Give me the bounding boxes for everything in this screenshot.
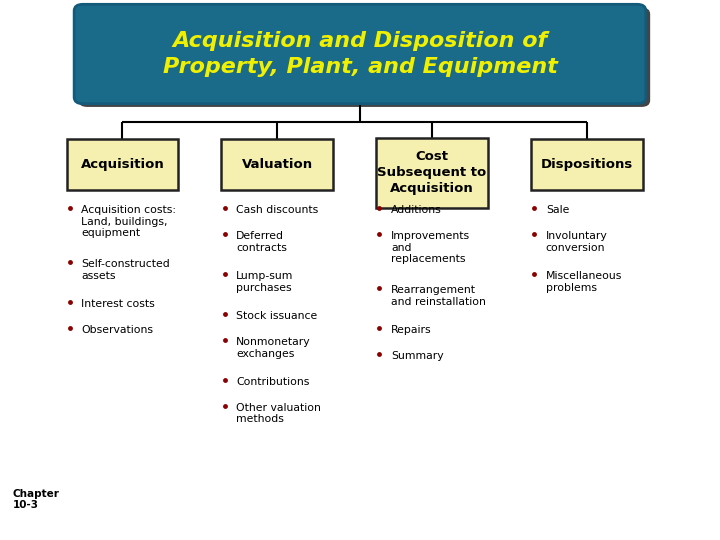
Text: Valuation: Valuation [242, 158, 312, 171]
Text: Cash discounts: Cash discounts [236, 205, 318, 215]
Text: Observations: Observations [81, 325, 153, 335]
Text: Chapter
10-3: Chapter 10-3 [13, 489, 60, 510]
Text: Interest costs: Interest costs [81, 299, 155, 309]
Text: Acquisition costs:
Land, buildings,
equipment: Acquisition costs: Land, buildings, equi… [81, 205, 176, 238]
Text: Acquisition and Disposition of
Property, Plant, and Equipment: Acquisition and Disposition of Property,… [163, 31, 557, 77]
FancyBboxPatch shape [78, 8, 650, 107]
FancyBboxPatch shape [67, 139, 179, 191]
Text: Rearrangement
and reinstallation: Rearrangement and reinstallation [391, 285, 486, 307]
Text: Self-constructed
assets: Self-constructed assets [81, 259, 170, 281]
FancyBboxPatch shape [74, 4, 646, 104]
FancyBboxPatch shape [531, 139, 643, 191]
Text: Stock issuance: Stock issuance [236, 311, 318, 321]
Text: Lump-sum
purchases: Lump-sum purchases [236, 271, 294, 293]
Text: Acquisition: Acquisition [81, 158, 164, 171]
FancyBboxPatch shape [376, 138, 488, 208]
Text: Improvements
and
replacements: Improvements and replacements [391, 231, 470, 264]
Text: Repairs: Repairs [391, 325, 431, 335]
Text: Summary: Summary [391, 351, 444, 361]
Text: Other valuation
methods: Other valuation methods [236, 403, 321, 424]
Text: Deferred
contracts: Deferred contracts [236, 231, 287, 253]
Text: Nonmonetary
exchanges: Nonmonetary exchanges [236, 337, 311, 359]
Text: Contributions: Contributions [236, 377, 310, 387]
Text: Additions: Additions [391, 205, 441, 215]
Text: Involuntary
conversion: Involuntary conversion [546, 231, 608, 253]
FancyBboxPatch shape [222, 139, 333, 191]
Text: Cost
Subsequent to
Acquisition: Cost Subsequent to Acquisition [377, 150, 487, 195]
Text: Sale: Sale [546, 205, 569, 215]
Text: Miscellaneous
problems: Miscellaneous problems [546, 271, 622, 293]
Text: Dispositions: Dispositions [541, 158, 633, 171]
